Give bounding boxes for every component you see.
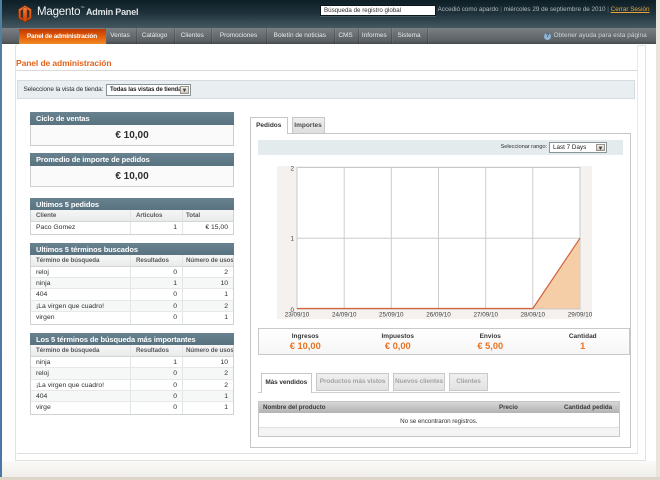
svg-text:29/09/10: 29/09/10 — [568, 312, 592, 319]
svg-text:1: 1 — [290, 236, 294, 243]
svg-text:27/09/10: 27/09/10 — [473, 312, 498, 319]
svg-text:23/09/10: 23/09/10 — [285, 312, 310, 319]
svg-text:26/09/10: 26/09/10 — [426, 312, 451, 319]
svg-text:25/09/10: 25/09/10 — [379, 312, 404, 319]
svg-text:24/09/10: 24/09/10 — [332, 312, 357, 319]
svg-text:2: 2 — [290, 166, 294, 173]
svg-text:28/09/10: 28/09/10 — [521, 312, 546, 319]
svg-text:0: 0 — [290, 307, 294, 314]
